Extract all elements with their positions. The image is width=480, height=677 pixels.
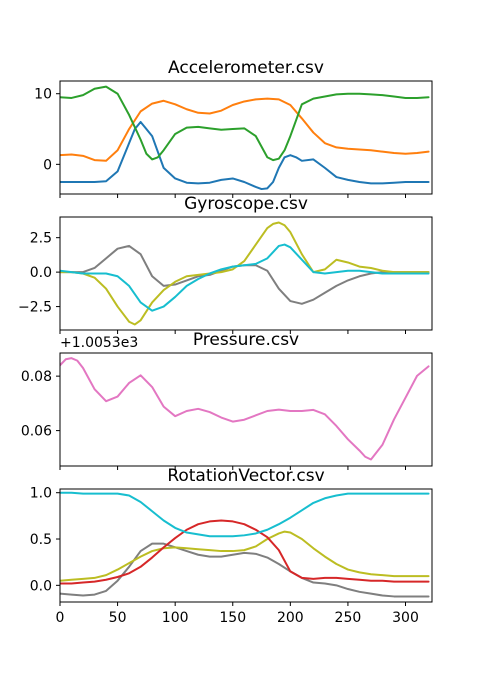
gyroscope-series-line	[60, 221, 430, 326]
accelerometer-subplot: 0 10 Accelerometer.csv	[34, 58, 433, 198]
rotation-vector-axes-frame	[59, 488, 433, 603]
pressure-series-line	[60, 357, 430, 461]
accelerometer-series-line	[60, 85, 430, 162]
accelerometer-y-tick-label: 0	[43, 157, 52, 173]
rotation-vector-x-tick-label: 100	[162, 610, 189, 626]
accelerometer-series-line	[60, 97, 430, 162]
rotation-vector-x-tick-label: 150	[219, 610, 246, 626]
rotation-vector-y-tick-label: 1.0	[30, 486, 52, 502]
rotation-vector-subplot: 0.0 0.5 1.0 0 50 100 150 200 250 300 RotationVecto…	[30, 466, 433, 626]
pressure-subplot: 0.06 0.08 Pressure.csv +1.0053e3	[21, 330, 433, 470]
pressure-title: Pressure.csv	[193, 330, 299, 350]
accelerometer-series-group	[60, 85, 430, 191]
pressure-axes-frame	[59, 352, 433, 467]
accelerometer-y-tick-label: 10	[34, 87, 52, 103]
rotation-vector-y-tick-label: 0.5	[30, 532, 52, 548]
subplots: 0 10 Accelerometer.csv −2.5 0.0 2.5 Gyroscope.…	[18, 58, 433, 626]
pressure-offset-label: +1.0053e3	[60, 335, 138, 351]
accelerometer-series-line	[60, 120, 430, 191]
pressure-y-tick-label: 0.06	[21, 424, 52, 440]
rotation-vector-title: RotationVector.csv	[167, 466, 324, 486]
gyroscope-axes-frame	[59, 216, 433, 331]
rotation-vector-series-group	[60, 491, 430, 598]
rotation-vector-series-line	[60, 519, 430, 585]
gyroscope-y-tick-label: 0.0	[30, 265, 52, 281]
rotation-vector-x-tick-label: 250	[335, 610, 362, 626]
rotation-vector-series-line	[60, 491, 430, 538]
gyroscope-series-group	[60, 221, 430, 326]
gyroscope-y-tick-label: −2.5	[18, 300, 52, 316]
accelerometer-axes-frame	[59, 80, 433, 195]
pressure-series-group	[60, 357, 430, 461]
rotation-vector-y-tick-label: 0.0	[30, 578, 52, 594]
rotation-vector-x-tick-label: 0	[56, 610, 65, 626]
accelerometer-title: Accelerometer.csv	[168, 58, 324, 78]
rotation-vector-x-tick-label: 300	[392, 610, 419, 626]
rotation-vector-x-tick-label: 200	[277, 610, 304, 626]
rotation-vector-series-line	[60, 530, 430, 582]
rotation-vector-x-tick-label: 50	[109, 610, 127, 626]
pressure-y-tick-label: 0.08	[21, 369, 52, 385]
gyroscope-subplot: −2.5 0.0 2.5 Gyroscope.csv	[18, 194, 433, 334]
gyroscope-title: Gyroscope.csv	[184, 194, 308, 214]
gyroscope-series-line	[60, 243, 430, 312]
gyroscope-y-tick-label: 2.5	[30, 231, 52, 247]
